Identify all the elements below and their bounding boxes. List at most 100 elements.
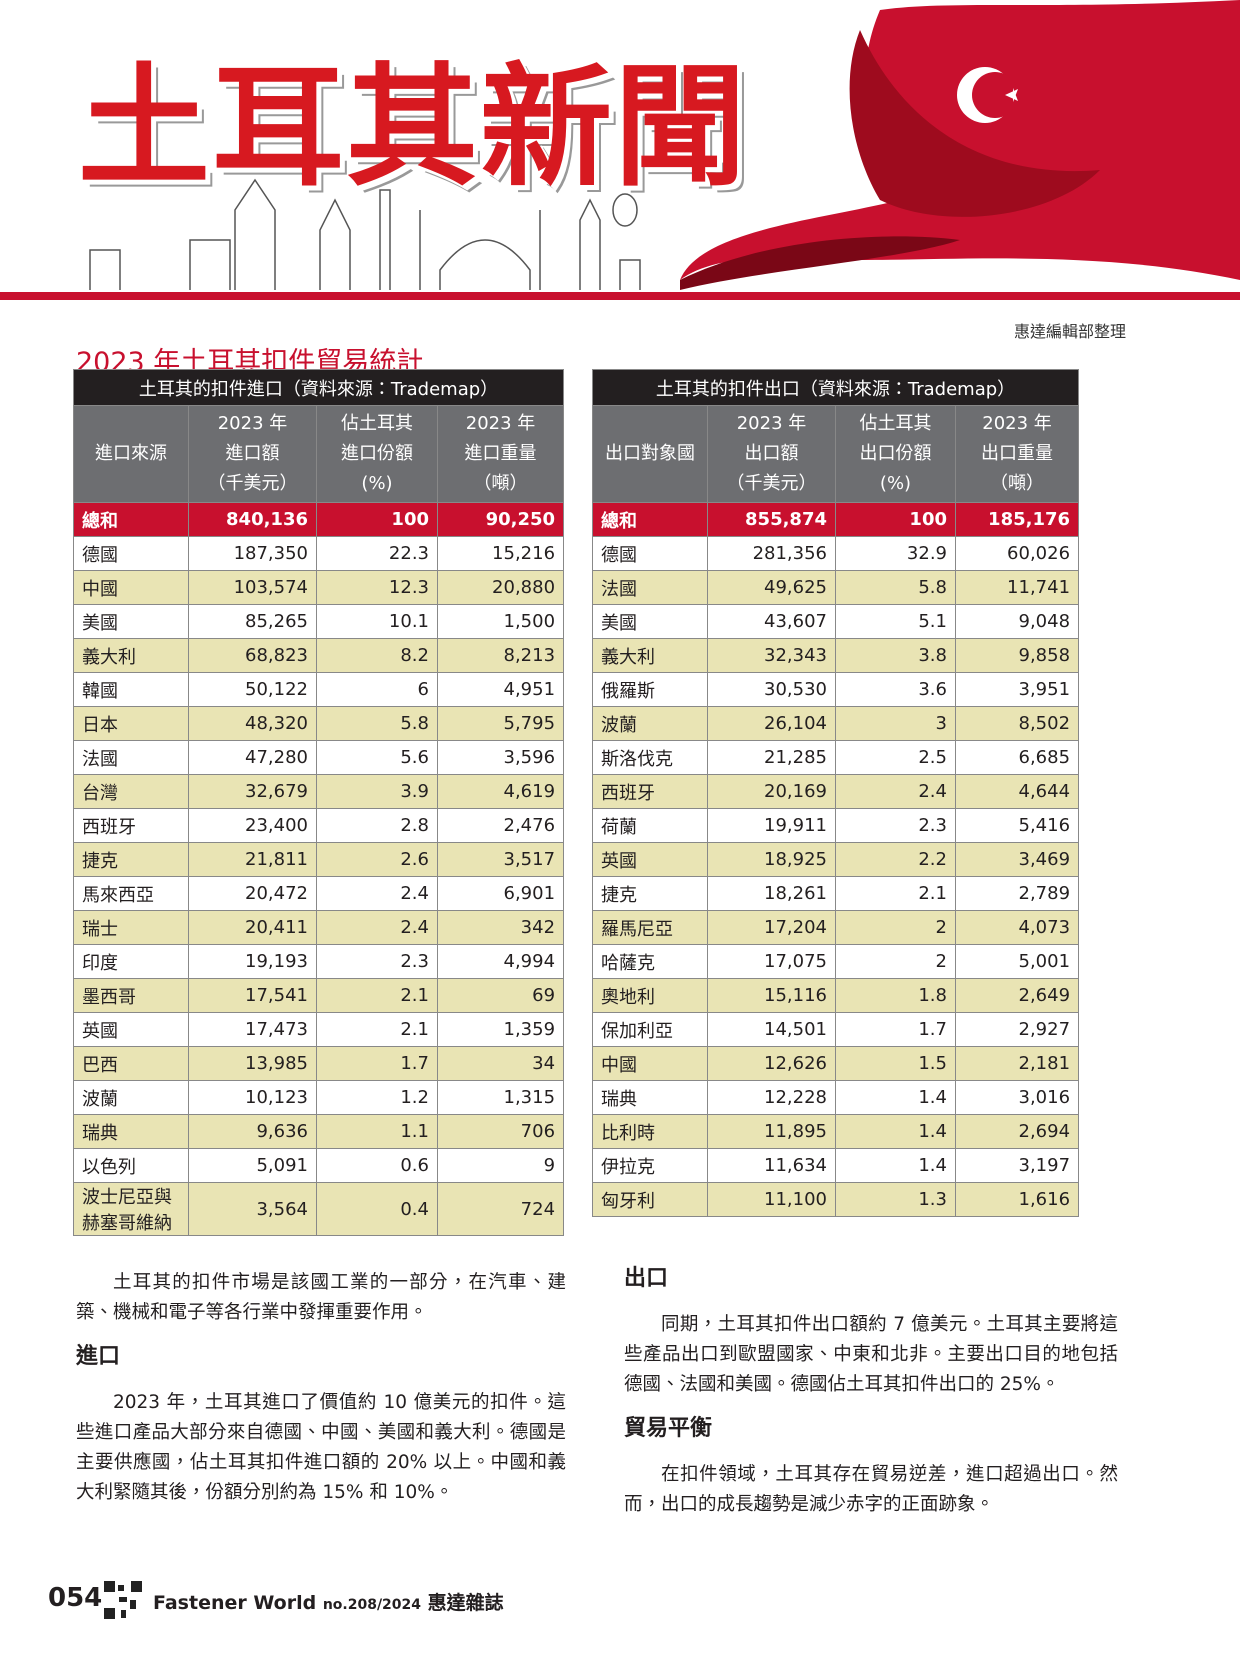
header-cell: 2023 年進口額 （千美元） xyxy=(188,405,317,503)
table-cell: 21,285 xyxy=(707,740,836,775)
table-row: 西班牙 20,169 2.4 4,644 xyxy=(592,774,1080,809)
table-cell: 西班牙 xyxy=(73,808,189,843)
table-row: 比利時 11,895 1.4 2,694 xyxy=(592,1114,1080,1149)
table-cell: 185,176 xyxy=(954,502,1080,537)
table-cell: 馬來西亞 xyxy=(73,876,189,911)
table-cell: 2.4 xyxy=(316,876,438,911)
table-cell: 中國 xyxy=(592,1046,708,1081)
table-cell: 855,874 xyxy=(707,502,836,537)
header-line: 2023 年 xyxy=(736,413,807,434)
table-row: 匈牙利 11,100 1.3 1,616 xyxy=(592,1182,1080,1217)
table-cell: 2 xyxy=(835,910,956,945)
table-cell: 15,116 xyxy=(707,978,836,1013)
table-cell: 瑞典 xyxy=(73,1114,189,1149)
table-cell: 1,616 xyxy=(954,1182,1080,1217)
table-cell: 103,574 xyxy=(188,570,317,605)
table-cell: 1.5 xyxy=(835,1046,956,1081)
table-row: 法國 47,280 5.6 3,596 xyxy=(73,740,565,775)
table-row: 波士尼亞與赫塞哥維納 3,564 0.4 724 xyxy=(73,1182,565,1236)
header-line: (%) xyxy=(361,473,393,494)
table-cell: 6 xyxy=(316,672,438,707)
table-cell: 伊拉克 xyxy=(592,1148,708,1183)
header-line: 2023 年 xyxy=(465,413,536,434)
table-row: 台灣 32,679 3.9 4,619 xyxy=(73,774,565,809)
table-cell: 2.5 xyxy=(835,740,956,775)
table-cell: 12,626 xyxy=(707,1046,836,1081)
header-cell: 佔土耳其 進口份額 (%) xyxy=(316,405,438,503)
table-cell: 2,927 xyxy=(954,1012,1080,1047)
header-cell: 2023 年出口重量 （噸） xyxy=(954,405,1080,503)
table-cell: 瑞典 xyxy=(592,1080,708,1115)
table-cell: 匈牙利 xyxy=(592,1182,708,1217)
table-cell: 2.1 xyxy=(316,1012,438,1047)
magazine: Fastener World xyxy=(153,1592,317,1614)
table-cell: 85,265 xyxy=(188,604,317,639)
table-cell: 4,073 xyxy=(954,910,1080,945)
table-cell: 20,472 xyxy=(188,876,317,911)
publisher: 惠達雜誌 xyxy=(427,1592,504,1614)
header-line: 進口來源 xyxy=(95,443,167,464)
table-cell: 3,469 xyxy=(954,842,1080,877)
table-cell: 英國 xyxy=(592,842,708,877)
table-cell: 台灣 xyxy=(73,774,189,809)
table-cell: 印度 xyxy=(73,944,189,979)
table-cell: 19,193 xyxy=(188,944,317,979)
table-cell: 23,400 xyxy=(188,808,317,843)
table-cell: 11,895 xyxy=(707,1114,836,1149)
table-cell: 281,356 xyxy=(707,536,836,571)
table-cell: 17,204 xyxy=(707,910,836,945)
table-row: 瑞典 9,636 1.1 706 xyxy=(73,1114,565,1149)
table-row: 日本 48,320 5.8 5,795 xyxy=(73,706,565,741)
table-cell: 1.2 xyxy=(316,1080,438,1115)
table-row: 波蘭 26,104 3 8,502 xyxy=(592,706,1080,741)
issue: no.208/2024 xyxy=(322,1597,422,1613)
table-cell: 英國 xyxy=(73,1012,189,1047)
table-row: 西班牙 23,400 2.8 2,476 xyxy=(73,808,565,843)
table-cell: 6,901 xyxy=(436,876,565,911)
table-row: 中國 12,626 1.5 2,181 xyxy=(592,1046,1080,1081)
table-cell: 20,880 xyxy=(436,570,565,605)
table-cell: 德國 xyxy=(592,536,708,571)
table-cell: 34 xyxy=(436,1046,565,1081)
table-cell: 5.8 xyxy=(316,706,438,741)
table-cell: 義大利 xyxy=(73,638,189,673)
table-row: 總和 855,874 100 185,176 xyxy=(592,502,1080,537)
header-row: 出口對象國 2023 年出口額 （千美元） 佔土耳其 出口份額 (%) 2023 年出口重量… xyxy=(592,405,1080,503)
header-line: 2023 年 xyxy=(982,413,1052,434)
table-cell: 1.3 xyxy=(835,1182,956,1217)
table-cell: 西班牙 xyxy=(592,774,708,809)
table-cell: 69 xyxy=(436,978,565,1013)
table-cell: 14,501 xyxy=(707,1012,836,1047)
table-cell: 12,228 xyxy=(707,1080,836,1115)
table-cell: 342 xyxy=(436,910,565,945)
header-line: 進口額 xyxy=(225,443,280,464)
table-cell: 1,359 xyxy=(436,1012,565,1047)
paragraph: 2023 年，土耳其進口了價值約 10 億美元的扣件。這些進口產品大部分來自德國… xyxy=(76,1392,566,1503)
table-row: 墨西哥 17,541 2.1 69 xyxy=(73,978,565,1013)
header-cell: 2023 年進口重量 （噸） xyxy=(436,405,565,503)
table-cell: 18,261 xyxy=(707,876,836,911)
data-table: 土耳其的扣件進口（資料來源：Trademap） 進口來源 2023 年進口額 （千美元… xyxy=(72,369,565,1236)
table-cell: 22.3 xyxy=(316,536,438,571)
header-line: 佔土耳其 xyxy=(859,413,932,434)
table-cell: 10,123 xyxy=(188,1080,317,1115)
header-line: （噸） xyxy=(473,473,528,494)
table-cell: 2,649 xyxy=(954,978,1080,1013)
table-cell: 3,596 xyxy=(436,740,565,775)
header-line: （千美元） xyxy=(207,473,298,494)
table-cell: 4,619 xyxy=(436,774,565,809)
table-cell: 8,213 xyxy=(436,638,565,673)
table-row: 瑞士 20,411 2.4 342 xyxy=(73,910,565,945)
table-cell: 美國 xyxy=(73,604,189,639)
table-cell: 2.6 xyxy=(316,842,438,877)
page-title: 土耳其新聞 xyxy=(78,51,748,205)
table-cell: 1.1 xyxy=(316,1114,438,1149)
page-number: 054 xyxy=(48,1583,103,1613)
export-table-wrap: 土耳其的扣件出口（資料來源：Trademap） 出口對象國 2023 年出口額 （千美… xyxy=(591,369,1080,1217)
table-cell: 3,951 xyxy=(954,672,1080,707)
table-row: 捷克 18,261 2.1 2,789 xyxy=(592,876,1080,911)
caption: 土耳其的扣件出口（資料來源：Trademap） xyxy=(591,369,1080,406)
header-cell: 佔土耳其 出口份額 (%) xyxy=(835,405,956,503)
